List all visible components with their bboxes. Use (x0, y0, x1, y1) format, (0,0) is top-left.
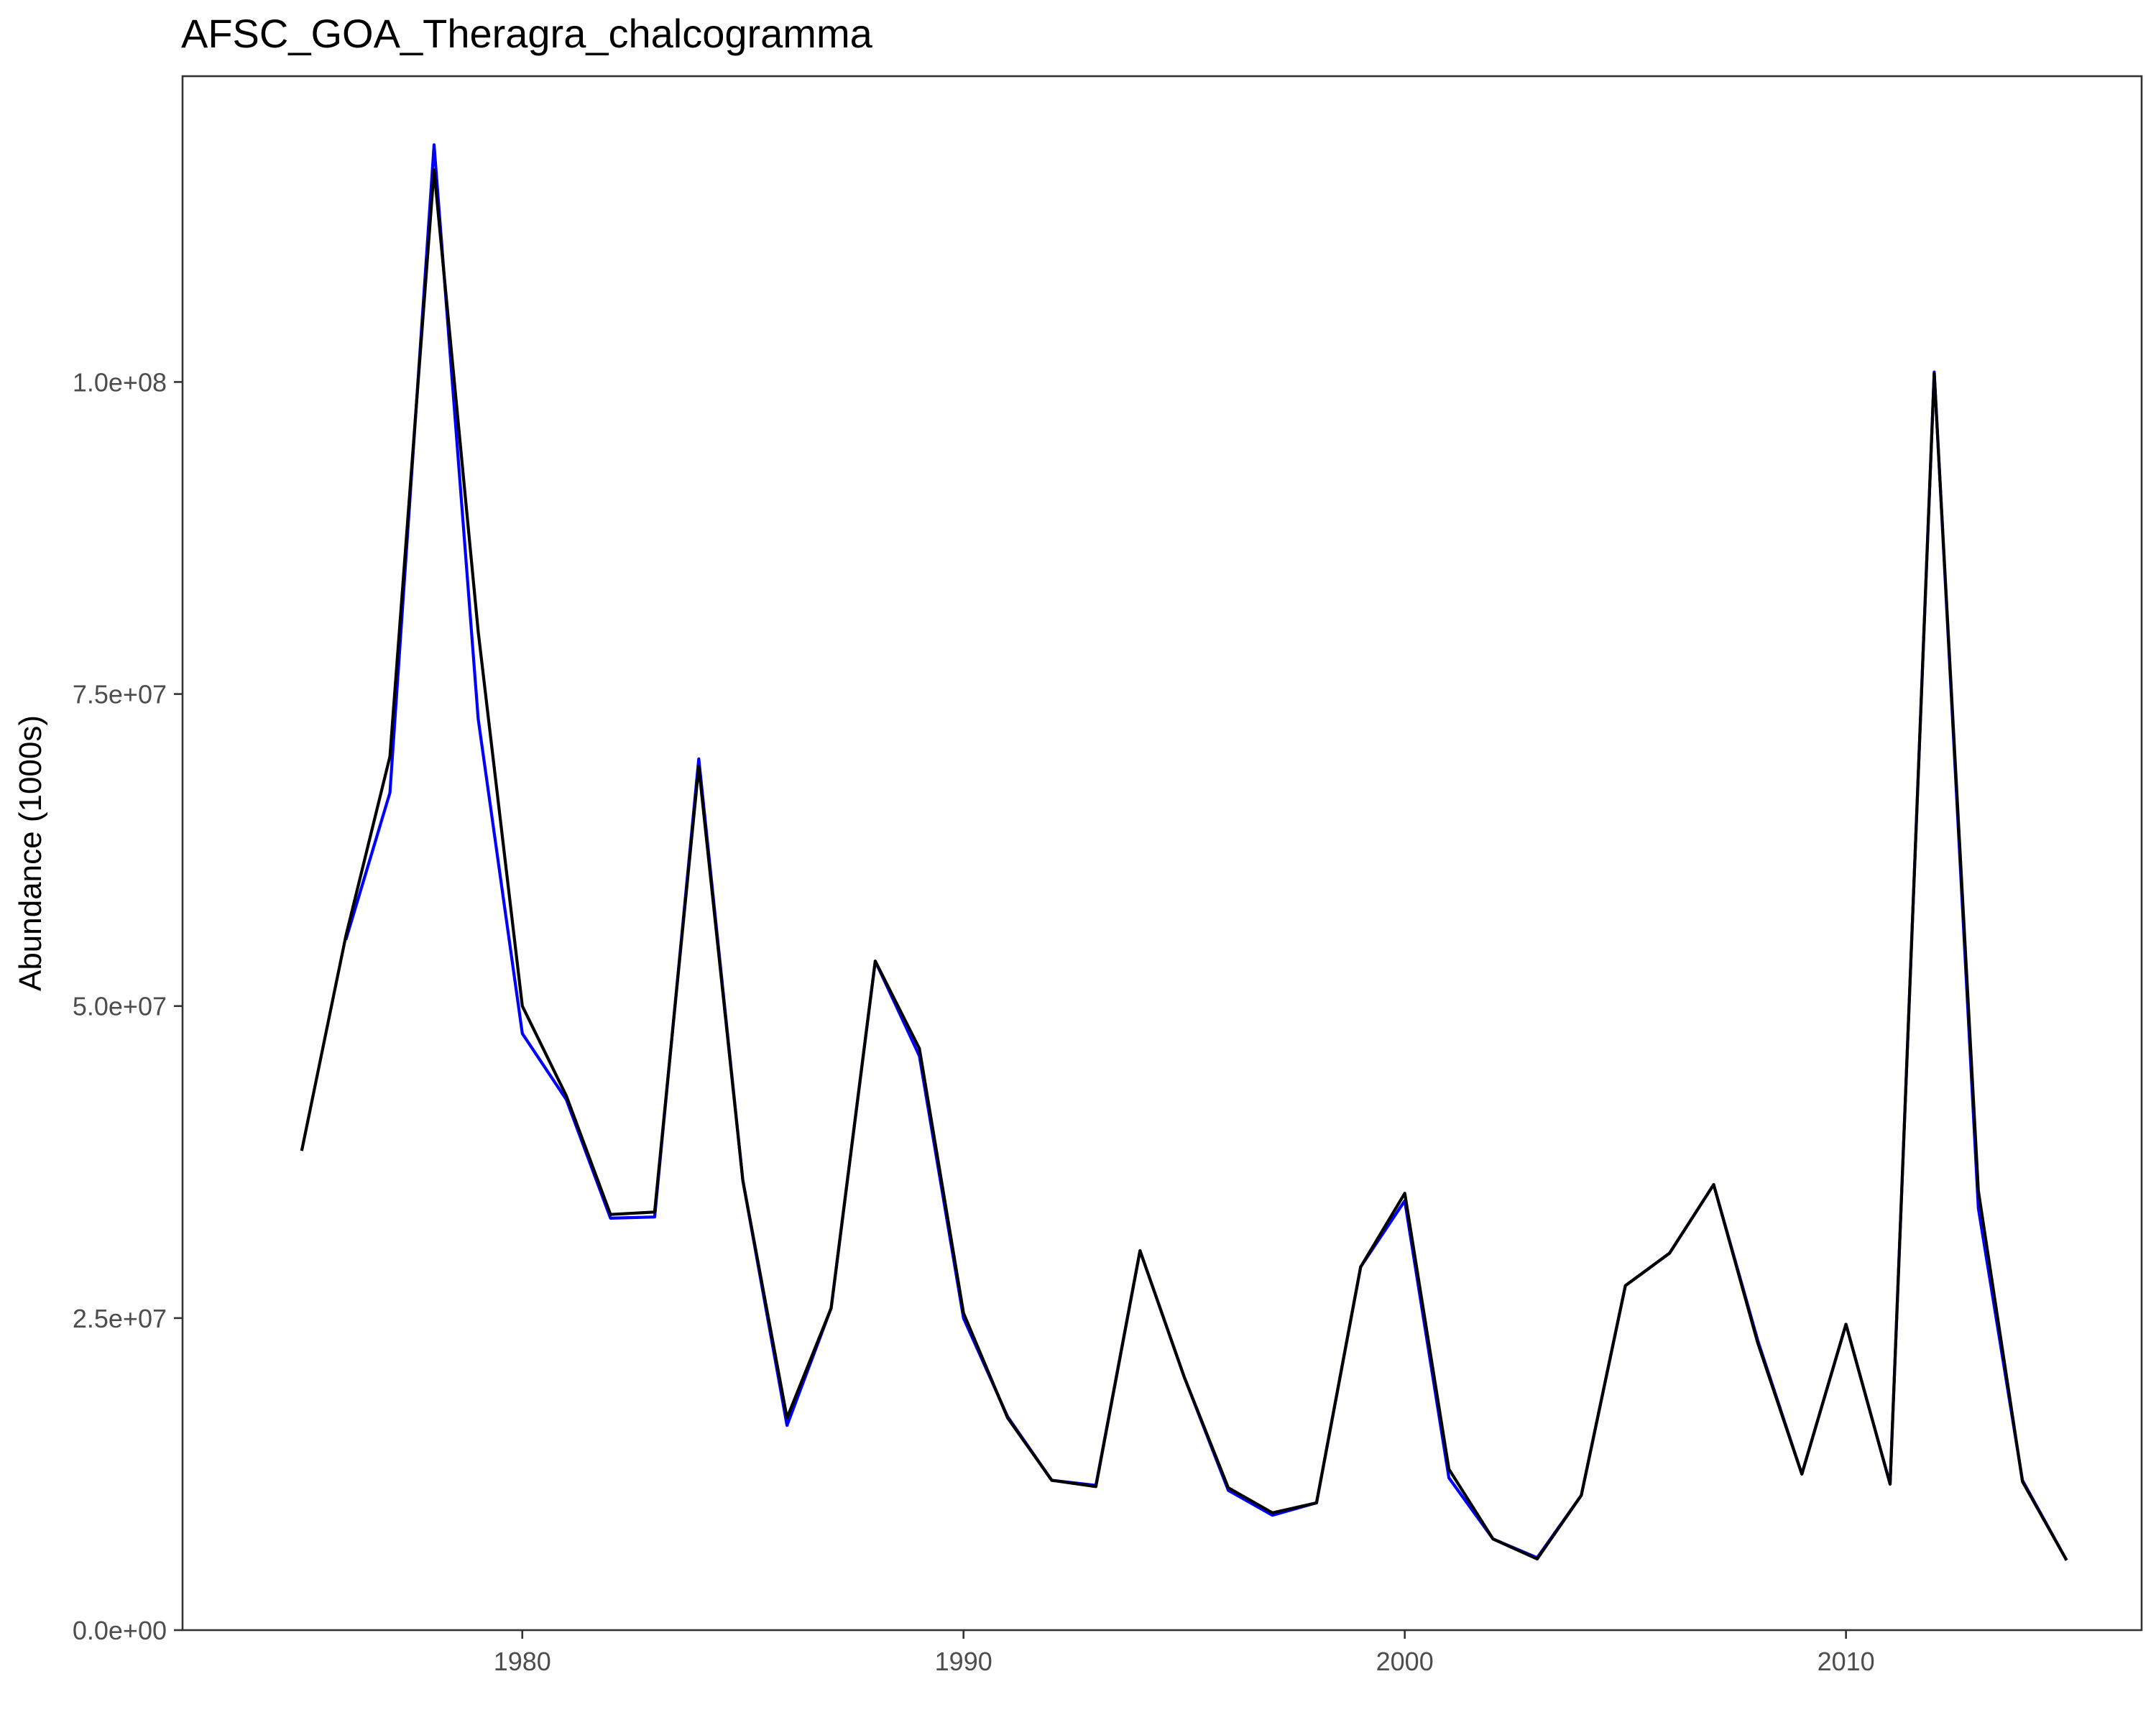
y-axis-title: Abundance (1000s) (13, 715, 48, 991)
series-layer (300, 143, 2068, 1561)
x-tick-label: 1980 (494, 1647, 551, 1676)
chart-title: AFSC_GOA_Theragra_chalcogramma (181, 11, 873, 56)
y-tick-label: 7.5e+07 (73, 680, 167, 709)
x-tick-label: 1990 (935, 1647, 992, 1676)
y-tick-label: 0.0e+00 (73, 1616, 167, 1645)
y-tick-label: 2.5e+07 (73, 1304, 167, 1333)
series-line-2 (300, 168, 2068, 1561)
plot-panel-border (181, 75, 2143, 1632)
x-tick-label: 2000 (1376, 1647, 1434, 1676)
y-tick-label: 1.0e+08 (73, 367, 167, 397)
x-axis: 1980 1990 2000 2010 (494, 1630, 1875, 1676)
y-tick-label: 5.0e+07 (73, 992, 167, 1021)
y-axis: 0.0e+00 2.5e+07 5.0e+07 7.5e+07 1.0e+08 (73, 367, 183, 1645)
x-tick-label: 2010 (1818, 1647, 1875, 1676)
